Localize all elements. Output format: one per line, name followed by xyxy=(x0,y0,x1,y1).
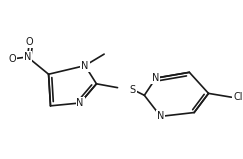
Text: S: S xyxy=(130,85,136,95)
Text: Cl: Cl xyxy=(234,92,243,102)
Text: N: N xyxy=(77,98,84,108)
Text: N: N xyxy=(81,61,89,71)
Text: O: O xyxy=(26,37,33,47)
Text: N: N xyxy=(152,73,159,83)
Text: N: N xyxy=(157,111,164,121)
Text: N: N xyxy=(24,52,31,62)
Text: O: O xyxy=(8,54,16,64)
